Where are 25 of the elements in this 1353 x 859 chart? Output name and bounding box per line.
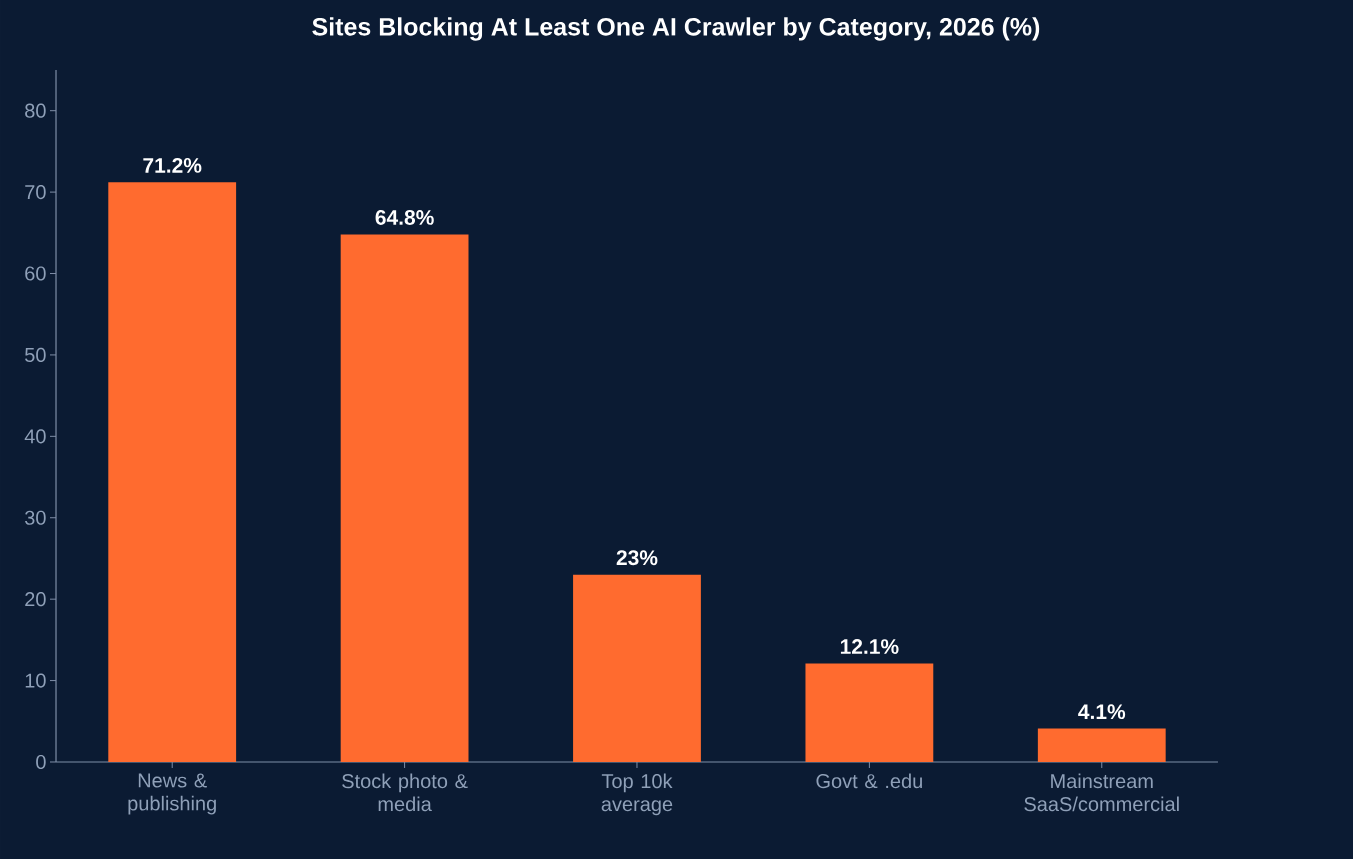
data-label: 23%	[616, 550, 658, 566]
chart-title: Sites Blocking At Least One AI Crawler by Category, 2026 (%)	[312, 17, 1040, 41]
y-tick-label: 0	[36, 754, 46, 770]
data-label: 4.1%	[1078, 704, 1126, 720]
data-label: 64.8%	[375, 210, 434, 225]
x-tick-label: Mainstream SaaS/commercial	[1024, 773, 1179, 812]
y-tick-label: 70	[25, 185, 46, 200]
data-label: 12.1%	[840, 639, 899, 654]
x-tick-label: Top 10k average	[601, 773, 673, 816]
x-tick-label: News & publishing	[128, 773, 216, 815]
y-tick-label: 80	[25, 103, 46, 118]
bar	[108, 182, 237, 762]
y-tick-label: 60	[25, 266, 46, 281]
bar	[573, 574, 701, 762]
y-tick-label: 20	[25, 592, 46, 607]
y-tick-label: 10	[25, 673, 46, 688]
bar	[1037, 728, 1166, 762]
x-tick-label: Govt & .edu	[816, 773, 922, 789]
bar	[805, 663, 934, 762]
y-tick-label: 30	[25, 510, 46, 525]
y-tick-label: 50	[25, 347, 46, 362]
x-tick-label: Stock photo & media	[342, 773, 468, 812]
bar	[340, 234, 469, 762]
data-label: 71.2%	[143, 157, 202, 173]
y-tick-label: 40	[24, 429, 46, 444]
